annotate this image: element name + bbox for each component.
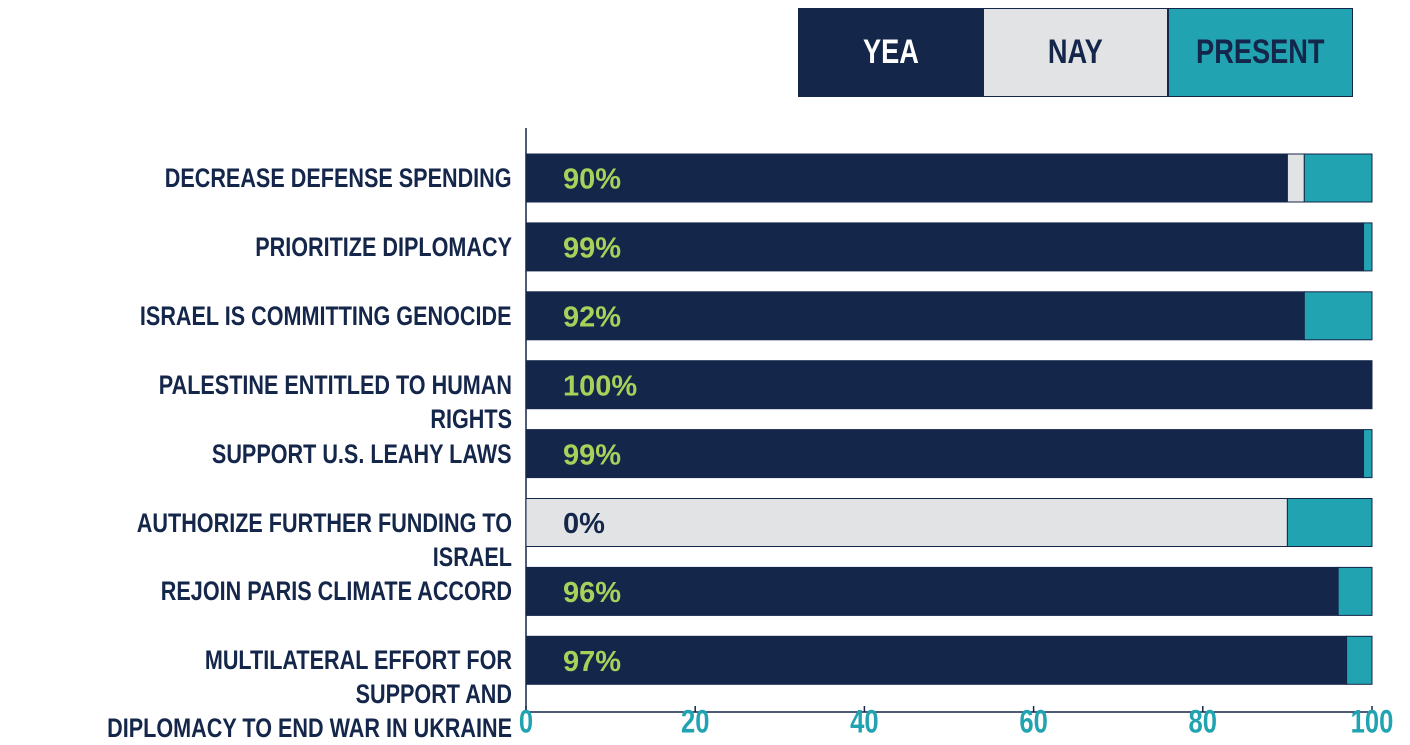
bar-segment bbox=[525, 566, 1339, 616]
value-label: 99% bbox=[563, 439, 621, 471]
bar-segment bbox=[525, 291, 1305, 341]
value-label: 96% bbox=[563, 577, 621, 609]
category-label: REJOIN PARIS CLIMATE ACCORD bbox=[160, 576, 512, 607]
bar-segment bbox=[1363, 222, 1373, 272]
value-label: 0% bbox=[563, 508, 605, 540]
bar-segment bbox=[1303, 153, 1373, 203]
bar-segment bbox=[1303, 291, 1373, 341]
category-label: AUTHORIZE FURTHER FUNDING TO ISRAEL bbox=[136, 507, 512, 572]
category-label: SUPPORT U.S. LEAHY LAWS bbox=[212, 438, 512, 469]
x-tick-label: 80 bbox=[1189, 705, 1217, 738]
legend-label: YEA bbox=[862, 33, 919, 71]
bar-segment bbox=[525, 222, 1365, 272]
value-label: 100% bbox=[563, 370, 637, 402]
bar-segment bbox=[525, 635, 1348, 685]
bar-segment bbox=[525, 498, 1288, 547]
bar-segment bbox=[525, 360, 1373, 410]
bar-segment bbox=[1286, 153, 1305, 203]
bar-segment bbox=[1346, 635, 1373, 685]
category-label: MULTILATERAL EFFORT FOR SUPPORT AND DIPL… bbox=[107, 645, 512, 744]
bar-segment bbox=[525, 153, 1288, 203]
category-label: DECREASE DEFENSE SPENDING bbox=[165, 163, 512, 193]
bar-segment bbox=[525, 429, 1365, 479]
value-label: 99% bbox=[563, 233, 621, 265]
category-label: PRIORITIZE DIPLOMACY bbox=[255, 231, 512, 262]
legend-item: PRESENT bbox=[1168, 8, 1353, 97]
bar-segment bbox=[1286, 498, 1373, 547]
legend-label: NAY bbox=[1048, 33, 1103, 71]
value-label: 92% bbox=[563, 301, 621, 333]
x-tick-label: 40 bbox=[850, 705, 878, 738]
value-label: 90% bbox=[563, 164, 621, 196]
category-label: ISRAEL IS COMMITTING GENOCIDE bbox=[140, 300, 512, 331]
bar-segment bbox=[1337, 566, 1373, 616]
x-tick-label: 60 bbox=[1019, 705, 1047, 738]
legend-item: YEA bbox=[798, 8, 983, 97]
legend-item: NAY bbox=[983, 8, 1168, 97]
category-label: PALESTINE ENTITLED TO HUMAN RIGHTS bbox=[158, 369, 513, 434]
x-tick-label: 0 bbox=[519, 705, 533, 738]
legend-label: PRESENT bbox=[1196, 33, 1325, 71]
value-label: 97% bbox=[563, 646, 621, 678]
x-tick-label: 20 bbox=[681, 705, 709, 738]
x-tick-label: 100 bbox=[1351, 705, 1394, 738]
bar-segment bbox=[1363, 429, 1373, 479]
